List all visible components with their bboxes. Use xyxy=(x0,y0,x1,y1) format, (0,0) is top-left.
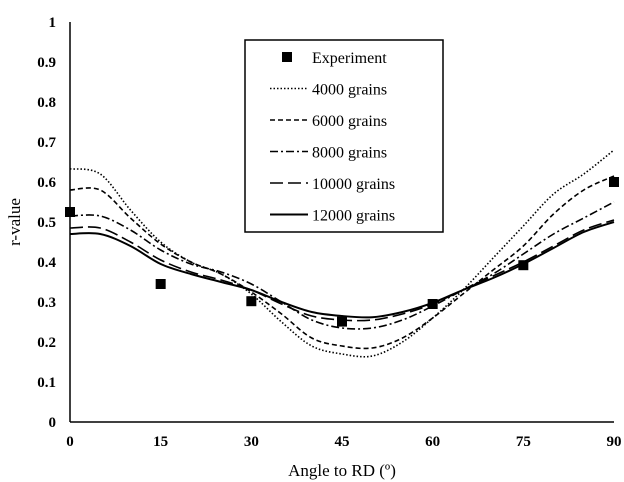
y-tick-labels: 0 0.1 0.2 0.3 0.4 0.5 0.6 0.7 0.8 0.9 1 xyxy=(37,15,56,431)
x-tick-label: 60 xyxy=(425,434,440,450)
y-tick-label: 0 xyxy=(49,415,57,431)
experiment-point xyxy=(155,279,166,289)
experiment-point xyxy=(518,260,529,271)
legend-label-12000-grains: 12000 grains xyxy=(312,208,395,225)
y-tick-label: 0.6 xyxy=(37,175,56,191)
x-tick-label: 75 xyxy=(516,434,531,450)
x-tick-label: 30 xyxy=(244,434,259,450)
y-tick-label: 0.3 xyxy=(37,295,56,311)
legend-marker-experiment xyxy=(282,52,292,62)
experiment-point xyxy=(246,296,257,307)
legend: Experiment 4000 grains 6000 grains 8000 gr… xyxy=(244,39,444,233)
y-axis-title: r-value xyxy=(5,198,24,246)
x-tick-label: 45 xyxy=(335,434,350,450)
legend-box xyxy=(244,39,444,233)
y-tick-label: 0.9 xyxy=(37,55,56,71)
x-tick-label: 0 xyxy=(66,434,74,450)
series-line-4000-grains xyxy=(69,149,615,358)
series-line-6000-grains xyxy=(69,175,615,350)
y-tick-label: 0.5 xyxy=(37,215,56,231)
y-tick-label: 0.8 xyxy=(37,95,56,111)
y-tick-label: 0.2 xyxy=(37,335,56,351)
legend-label-6000-grains: 6000 grains xyxy=(312,113,387,130)
legend-label-experiment: Experiment xyxy=(312,50,387,67)
y-tick-label: 0.1 xyxy=(37,375,56,391)
experiment-markers xyxy=(65,177,619,327)
experiment-point xyxy=(337,316,347,327)
x-tick-labels: 0 15 30 45 60 75 90 xyxy=(66,434,621,450)
experiment-point xyxy=(609,177,619,187)
experiment-point xyxy=(65,207,75,217)
y-tick-label: 0.7 xyxy=(37,135,56,151)
x-axis-title: Angle to RD (º) xyxy=(288,461,396,480)
series-line-8000-grains xyxy=(69,201,615,330)
y-tick-label: 0.4 xyxy=(37,255,56,271)
legend-label-8000-grains: 8000 grains xyxy=(312,145,387,162)
axes: 0 15 30 45 60 75 90 00.10.20.30.40.50.60.70.80… xyxy=(37,15,621,450)
legend-label-10000-grains: 10000 grains xyxy=(312,176,395,193)
legend-label-4000-grains: 4000 grains xyxy=(312,82,387,99)
y-tick-label: 1 xyxy=(49,15,57,31)
x-tick-label: 90 xyxy=(607,434,622,450)
legend-entries: 4000 grains 6000 grains 8000 grains 10000 g… xyxy=(270,82,395,225)
x-tick-label: 15 xyxy=(153,434,168,450)
experiment-point xyxy=(427,299,438,309)
